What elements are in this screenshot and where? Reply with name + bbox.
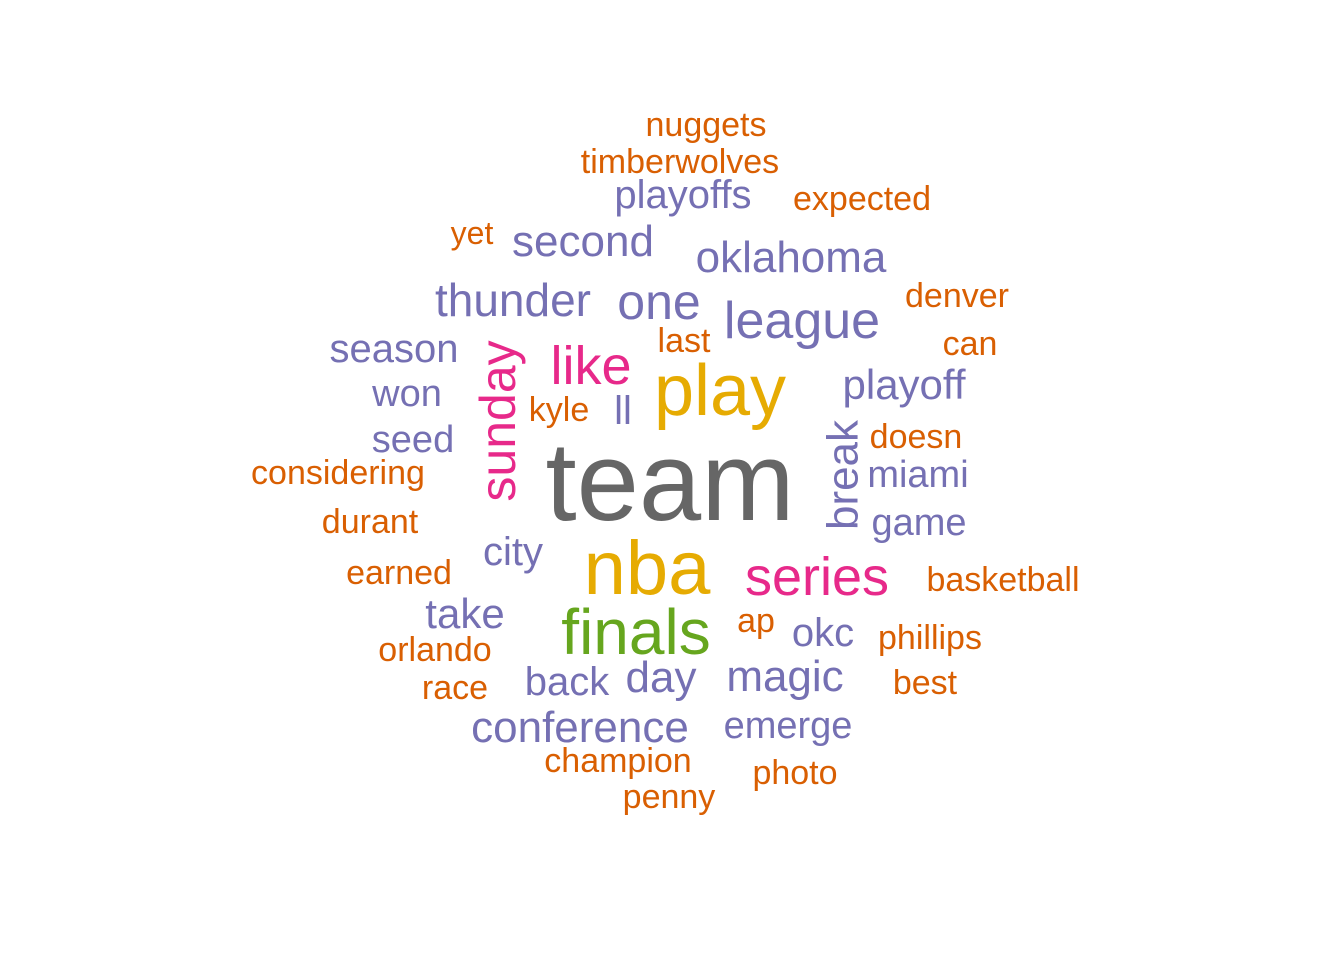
word-one: one (617, 274, 700, 330)
word-seed: seed (372, 419, 454, 461)
word-second: second (512, 217, 654, 266)
word-photo: photo (752, 754, 837, 792)
word-like: like (550, 336, 631, 396)
word-oklahoma: oklahoma (696, 233, 887, 282)
word-emerge: emerge (724, 705, 853, 747)
word-phillips: phillips (878, 619, 982, 657)
word-series: series (745, 547, 889, 607)
word-last: last (658, 322, 711, 360)
word-can: can (943, 325, 998, 363)
word-playoff: playoff (843, 361, 966, 408)
word-take: take (425, 590, 504, 637)
word-play: play (654, 351, 786, 431)
word-kyle: kyle (529, 391, 589, 429)
word-expected: expected (793, 180, 931, 218)
word-considering: considering (251, 454, 425, 492)
word-finals: finals (561, 596, 710, 668)
word-timberwolves: timberwolves (581, 143, 779, 181)
word-nba: nba (584, 526, 712, 611)
word-earned: earned (346, 554, 452, 592)
word-thunder: thunder (435, 274, 591, 326)
word-break: break (819, 419, 868, 530)
word-won: won (371, 373, 442, 415)
word-playoffs: playoffs (614, 173, 751, 217)
word-yet: yet (451, 215, 494, 251)
word-season: season (330, 327, 459, 371)
word-miami: miami (867, 454, 968, 496)
word-sunday: sunday (470, 340, 526, 501)
word-day: day (626, 653, 697, 702)
word-nuggets: nuggets (646, 106, 767, 144)
word-orlando: orlando (378, 631, 491, 669)
word-durant: durant (322, 503, 419, 541)
word-basketball: basketball (926, 561, 1079, 599)
word-okc: okc (792, 611, 854, 655)
word-ll: ll (614, 389, 632, 433)
word-team: team (546, 419, 795, 544)
word-back: back (525, 660, 610, 704)
word-conference: conference (471, 703, 689, 752)
word-league: league (724, 292, 880, 350)
word-race: race (422, 669, 488, 707)
word-champion: champion (544, 742, 691, 780)
word-penny: penny (623, 778, 716, 816)
word-game: game (871, 502, 966, 544)
word-ap: ap (737, 602, 775, 640)
word-magic: magic (726, 652, 843, 701)
word-best: best (893, 664, 958, 702)
word-city: city (483, 530, 543, 574)
word-doesn: doesn (870, 418, 963, 456)
word-denver: denver (905, 277, 1009, 315)
